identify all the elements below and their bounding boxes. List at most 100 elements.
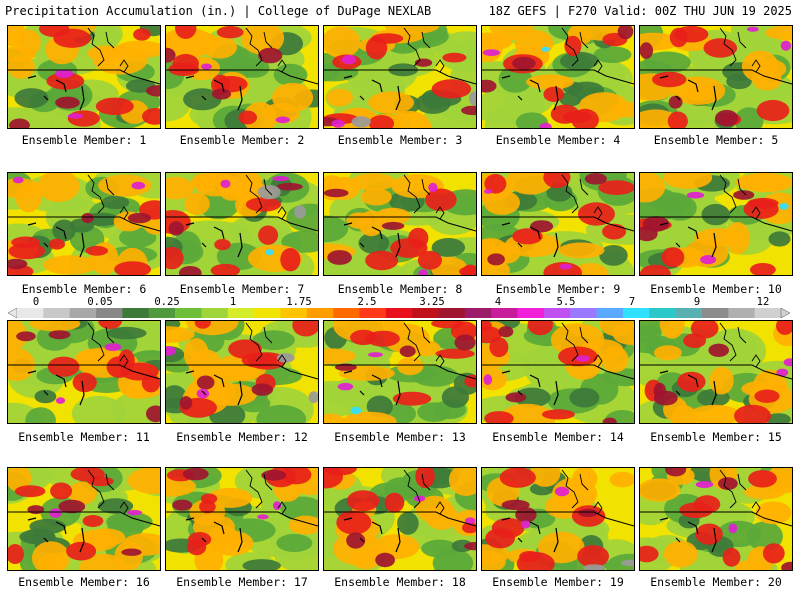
- scale-swatch: [69, 308, 97, 318]
- border-line: [166, 216, 318, 232]
- lake-outlines: [343, 517, 401, 553]
- scale-swatch: [306, 308, 334, 318]
- precip-field: [640, 468, 792, 570]
- border-line: [324, 216, 476, 232]
- lake-outlines: [659, 517, 717, 553]
- precip-field: [166, 468, 318, 570]
- scale-swatch: [17, 308, 44, 318]
- lake-outlines: [343, 222, 401, 258]
- ensemble-member-label: Ensemble Member: 18: [334, 575, 466, 589]
- precip-field: [324, 321, 476, 423]
- coastline: [561, 27, 603, 73]
- ensemble-map-10: [639, 172, 793, 276]
- ensemble-member-label: Ensemble Member: 14: [492, 430, 624, 444]
- precip-field: [8, 468, 160, 570]
- coastline: [245, 322, 287, 368]
- ensemble-member-label: Ensemble Member: 5: [653, 133, 779, 147]
- scale-tick-label: 1: [229, 296, 237, 308]
- ensemble-map-11: [7, 320, 161, 424]
- ensemble-member-label: Ensemble Member: 9: [495, 282, 621, 296]
- border-line: [324, 69, 476, 85]
- border-line: [640, 216, 792, 232]
- precip-field: [482, 468, 634, 570]
- scale-swatch: [412, 308, 439, 318]
- scale-swatch: [333, 308, 360, 318]
- precip-field: [482, 26, 634, 128]
- scale-swatch: [675, 308, 703, 318]
- scale-swatch: [517, 308, 545, 318]
- lake-outlines: [501, 222, 559, 258]
- coastline: [87, 322, 129, 368]
- border-line: [166, 364, 318, 380]
- ensemble-member-label: Ensemble Member: 16: [18, 575, 150, 589]
- scale-swatch: [201, 308, 229, 318]
- ensemble-map-3: [323, 25, 477, 129]
- precip-field: [640, 26, 792, 128]
- valid-time-label: 18Z GEFS | F270 Valid: 00Z THU JUN 19 20…: [488, 4, 792, 18]
- border-line: [640, 69, 792, 85]
- scale-swatch: [622, 308, 650, 318]
- border-line: [166, 69, 318, 85]
- coastline: [719, 322, 761, 368]
- precip-field: [324, 468, 476, 570]
- ensemble-member-label: Ensemble Member: 17: [176, 575, 308, 589]
- lake-outlines: [659, 75, 717, 111]
- lake-outlines: [27, 222, 85, 258]
- ensemble-member-label: Ensemble Member: 8: [337, 282, 463, 296]
- ensemble-map-5: [639, 25, 793, 129]
- precip-field: [166, 321, 318, 423]
- coastline: [403, 322, 445, 368]
- precip-field: [166, 173, 318, 275]
- scale-tick-label: 4: [494, 296, 502, 308]
- scale-swatch: [96, 308, 123, 318]
- scale-max-arrow: [780, 308, 790, 318]
- scale-swatch: [754, 308, 782, 318]
- ensemble-map-8: [323, 172, 477, 276]
- ensemble-map-4: [481, 25, 635, 129]
- scale-swatch: [491, 308, 518, 318]
- ensemble-map-2: [165, 25, 319, 129]
- scale-swatch: [728, 308, 755, 318]
- border-line: [324, 364, 476, 380]
- border-line: [8, 216, 160, 232]
- precip-field: [640, 173, 792, 275]
- scale-tick-label: 0.25: [154, 296, 180, 308]
- ensemble-member-label: Ensemble Member: 10: [650, 282, 782, 296]
- ensemble-map-18: [323, 467, 477, 571]
- lake-outlines: [343, 75, 401, 111]
- ensemble-member-label: Ensemble Member: 3: [337, 133, 463, 147]
- coastline: [87, 27, 129, 73]
- ensemble-member-label: Ensemble Member: 7: [179, 282, 305, 296]
- coastline: [245, 27, 287, 73]
- ensemble-member-label: Ensemble Member: 13: [334, 430, 466, 444]
- lake-outlines: [185, 370, 243, 406]
- coastline: [87, 469, 129, 515]
- ensemble-map-12: [165, 320, 319, 424]
- scale-tick-label: 1.75: [286, 296, 312, 308]
- coastline: [719, 27, 761, 73]
- precip-field: [324, 173, 476, 275]
- coastline: [245, 469, 287, 515]
- precip-field: [8, 173, 160, 275]
- coastline: [561, 174, 603, 220]
- ensemble-member-label: Ensemble Member: 1: [21, 133, 147, 147]
- scale-swatch: [464, 308, 492, 318]
- scale-swatch: [148, 308, 176, 318]
- border-line: [324, 511, 476, 527]
- scale-tick-label: 12: [756, 296, 770, 308]
- ensemble-member-label: Ensemble Member: 11: [18, 430, 150, 444]
- precip-field: [482, 173, 634, 275]
- lake-outlines: [185, 75, 243, 111]
- scale-tick-label: 3.25: [419, 296, 445, 308]
- scale-swatch: [122, 308, 150, 318]
- lake-outlines: [501, 517, 559, 553]
- scale-tick-label: 5.5: [556, 296, 576, 308]
- ensemble-member-label: Ensemble Member: 15: [650, 430, 782, 444]
- border-line: [8, 511, 160, 527]
- coastline: [403, 469, 445, 515]
- coastline: [719, 174, 761, 220]
- scale-swatch: [280, 308, 308, 318]
- border-line: [640, 364, 792, 380]
- lake-outlines: [343, 370, 401, 406]
- border-line: [8, 69, 160, 85]
